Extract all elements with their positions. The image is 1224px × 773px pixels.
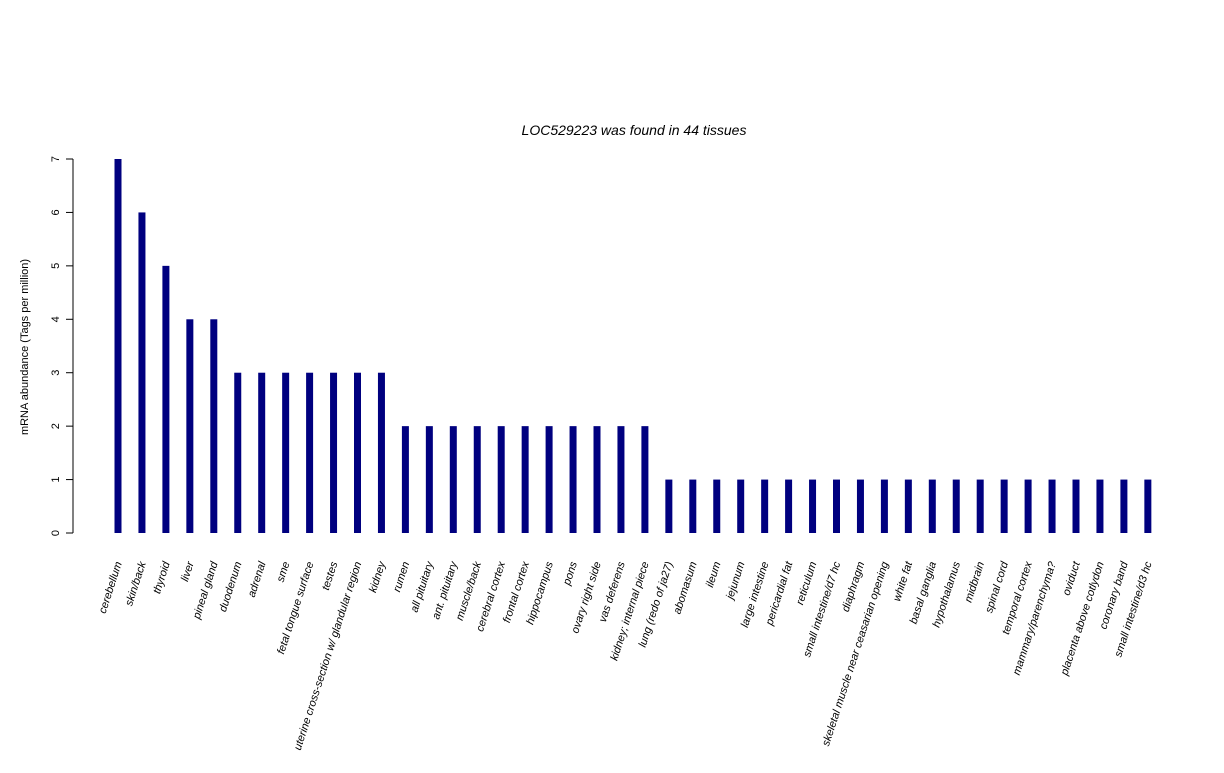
bar [258, 372, 266, 533]
bar [976, 479, 984, 533]
x-tick-label: abomasum [671, 560, 699, 615]
bars-group [114, 159, 1152, 533]
x-tick-label: spinal cord [983, 559, 1011, 614]
bar [856, 479, 864, 533]
x-tick-label: oviduct [1061, 559, 1083, 597]
x-tick-label: pons [561, 560, 580, 588]
bar [1120, 479, 1128, 533]
bar [665, 479, 673, 533]
bar [114, 159, 122, 533]
x-tick-label: ileum [704, 560, 724, 589]
bar [593, 426, 601, 533]
bar [833, 479, 840, 533]
bar [282, 372, 290, 533]
x-tick-label: rumen [391, 560, 412, 593]
bar [904, 479, 912, 533]
bar [952, 479, 960, 533]
y-tick-label: 1 [50, 477, 62, 483]
bar [785, 479, 793, 533]
bar [162, 265, 170, 533]
x-tick-label: sme [275, 560, 293, 583]
bar [186, 319, 194, 533]
y-tick-label: 5 [50, 263, 62, 269]
bar [1048, 479, 1056, 533]
bar [425, 426, 433, 533]
bar [1024, 479, 1032, 533]
bar [138, 212, 146, 533]
bar [234, 372, 242, 533]
bar [497, 426, 505, 533]
bar [761, 479, 769, 533]
y-axis: 0 1 2 3 4 5 6 7 [50, 156, 74, 536]
bar [689, 479, 697, 533]
y-tick-label: 2 [50, 423, 62, 429]
y-axis-label: mRNA abundance (Tags per million) [19, 259, 31, 435]
bar [401, 426, 409, 533]
bar [928, 479, 936, 533]
chart-title: LOC529223 was found in 44 tissues [522, 122, 747, 138]
x-tick-label: duodenum [217, 560, 244, 613]
bar [210, 319, 218, 533]
bar [377, 372, 385, 533]
x-tick-label: cerebellum [97, 560, 125, 615]
bar [521, 426, 529, 533]
bar [1072, 479, 1080, 533]
x-tick-label: jejunum [724, 560, 748, 602]
x-tick-label: testes [320, 560, 341, 592]
x-tick-label: adrenal [246, 560, 269, 599]
y-tick-label: 7 [50, 156, 62, 162]
bar [1096, 479, 1104, 533]
x-tick-label: skin/back [123, 560, 149, 608]
x-tick-label: midbrain [963, 560, 987, 604]
x-tick-label: all pituitary [409, 559, 437, 614]
x-tick-label: white fat [891, 559, 915, 603]
y-tick-label: 3 [50, 370, 62, 376]
bar [354, 372, 361, 533]
bar [1000, 479, 1008, 533]
bar [617, 426, 625, 533]
x-tick-label: kidney [367, 559, 389, 594]
x-tick-label: diaphragm [840, 560, 867, 613]
bar [737, 479, 745, 533]
x-tick-label: thyroid [151, 559, 173, 595]
bar [880, 479, 888, 533]
bar [449, 426, 457, 533]
bar [713, 479, 721, 533]
bar [569, 426, 577, 533]
bar [545, 426, 553, 533]
y-tick-label: 4 [50, 316, 62, 322]
bar [306, 372, 314, 533]
bar [809, 479, 817, 533]
x-tick-label: reticulum [794, 560, 819, 606]
bar [473, 426, 481, 533]
y-tick-label: 6 [50, 209, 62, 215]
bar [641, 426, 649, 533]
x-tick-label: liver [179, 559, 197, 583]
y-tick-label: 0 [50, 530, 62, 536]
bar [330, 372, 338, 533]
bar [1144, 479, 1152, 533]
